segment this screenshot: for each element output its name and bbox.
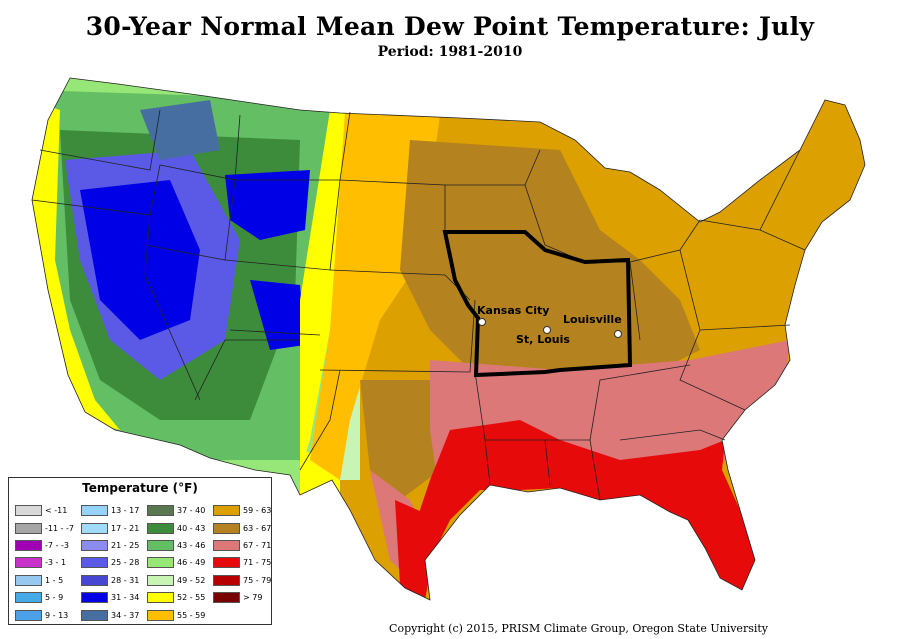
- louisville-label: Louisville: [563, 313, 622, 326]
- legend-item: 5 - 9: [15, 589, 81, 606]
- legend-swatch: [15, 557, 42, 569]
- legend-label: 46 - 49: [177, 558, 206, 568]
- legend-item: 28 - 31: [81, 572, 147, 589]
- legend-item: 49 - 52: [147, 572, 213, 589]
- legend-swatch: [81, 592, 108, 604]
- legend-label: 34 - 37: [111, 610, 140, 620]
- legend-label: 13 - 17: [111, 506, 140, 516]
- legend-swatch: [15, 592, 42, 604]
- legend-swatch: [147, 557, 174, 569]
- legend-label: 21 - 25: [111, 540, 140, 550]
- legend-swatch: [15, 522, 42, 534]
- legend-item: 34 - 37: [81, 606, 147, 623]
- legend-swatch: [147, 539, 174, 551]
- legend-item: 59 - 63: [213, 502, 279, 519]
- legend-swatch: [213, 539, 240, 551]
- legend-item: 25 - 28: [81, 554, 147, 571]
- legend-label: 28 - 31: [111, 575, 140, 585]
- legend-swatch: [213, 505, 240, 517]
- legend-swatch: [213, 557, 240, 569]
- legend-label: > 79: [243, 593, 263, 603]
- louisville-marker: [614, 330, 622, 338]
- legend-item: < -11: [15, 502, 81, 519]
- legend-item: 37 - 40: [147, 502, 213, 519]
- map-title: 30-Year Normal Mean Dew Point Temperatur…: [85, 12, 815, 41]
- legend-swatch: [81, 557, 108, 569]
- temperature-legend: Temperature (°F) < -11 -11 - -7 -7 - -3 -3 …: [8, 477, 272, 625]
- legend-swatch: [147, 574, 174, 586]
- legend-swatch: [213, 592, 240, 604]
- legend-label: 49 - 52: [177, 575, 206, 585]
- st-louis-marker: [543, 326, 551, 334]
- legend-label: 67 - 71: [243, 540, 272, 550]
- map-subtitle: Period: 1981-2010: [377, 44, 523, 60]
- legend-swatch: [147, 522, 174, 534]
- legend-label: 55 - 59: [177, 610, 206, 620]
- legend-label: 63 - 67: [243, 523, 272, 533]
- legend-label: -7 - -3: [45, 540, 69, 550]
- legend-item: 1 - 5: [15, 572, 81, 589]
- legend-swatch: [15, 539, 42, 551]
- legend-label: -3 - 1: [45, 558, 67, 568]
- legend-label: < -11: [45, 506, 68, 516]
- legend-swatch: [15, 574, 42, 586]
- legend-item: 31 - 34: [81, 589, 147, 606]
- legend-item: 13 - 17: [81, 502, 147, 519]
- legend-item: > 79: [213, 589, 279, 606]
- legend-swatch: [147, 609, 174, 621]
- legend-swatch: [213, 522, 240, 534]
- legend-swatch: [15, 609, 42, 621]
- legend-swatch: [81, 574, 108, 586]
- legend-item: 75 - 79: [213, 572, 279, 589]
- legend-label: 40 - 43: [177, 523, 206, 533]
- st-louis-label: St, Louis: [516, 333, 570, 346]
- legend-swatch: [213, 574, 240, 586]
- legend-item: 46 - 49: [147, 554, 213, 571]
- legend-label: 17 - 21: [111, 523, 140, 533]
- legend-label: 43 - 46: [177, 540, 206, 550]
- legend-item: 43 - 46: [147, 537, 213, 554]
- legend-item: 63 - 67: [213, 519, 279, 536]
- legend-label: 1 - 5: [45, 575, 64, 585]
- legend-label: 31 - 34: [111, 593, 140, 603]
- legend-swatch: [147, 592, 174, 604]
- legend-swatch: [15, 505, 42, 517]
- legend-label: 25 - 28: [111, 558, 140, 568]
- legend-swatch: [81, 505, 108, 517]
- legend-label: 59 - 63: [243, 506, 272, 516]
- kansas-city-marker: [478, 318, 486, 326]
- legend-label: 75 - 79: [243, 575, 272, 585]
- legend-grid: < -11 -11 - -7 -7 - -3 -3 - 1 1 - 5 5 - 9 9 - …: [15, 502, 279, 624]
- legend-item: 71 - 75: [213, 554, 279, 571]
- legend-item: 67 - 71: [213, 537, 279, 554]
- legend-item: -11 - -7: [15, 519, 81, 536]
- legend-label: 52 - 55: [177, 593, 206, 603]
- legend-label: -11 - -7: [45, 523, 75, 533]
- legend-label: 71 - 75: [243, 558, 272, 568]
- legend-item: 21 - 25: [81, 537, 147, 554]
- legend-item: 9 - 13: [15, 606, 81, 623]
- copyright-notice: Copyright (c) 2015, PRISM Climate Group,…: [389, 622, 768, 635]
- legend-swatch: [81, 522, 108, 534]
- legend-title: Temperature (°F): [82, 481, 198, 495]
- legend-item: 52 - 55: [147, 589, 213, 606]
- legend-label: 9 - 13: [45, 610, 69, 620]
- highlight-region-outline: [442, 230, 633, 378]
- legend-item: 55 - 59: [147, 606, 213, 623]
- legend-item: -3 - 1: [15, 554, 81, 571]
- legend-item: 40 - 43: [147, 519, 213, 536]
- kansas-city-label: Kansas City: [477, 304, 550, 317]
- legend-label: 5 - 9: [45, 593, 64, 603]
- state-boundaries: [31, 77, 866, 601]
- legend-swatch: [81, 539, 108, 551]
- legend-swatch: [147, 505, 174, 517]
- legend-label: 37 - 40: [177, 506, 206, 516]
- legend-item: -7 - -3: [15, 537, 81, 554]
- legend-swatch: [81, 609, 108, 621]
- legend-item: 17 - 21: [81, 519, 147, 536]
